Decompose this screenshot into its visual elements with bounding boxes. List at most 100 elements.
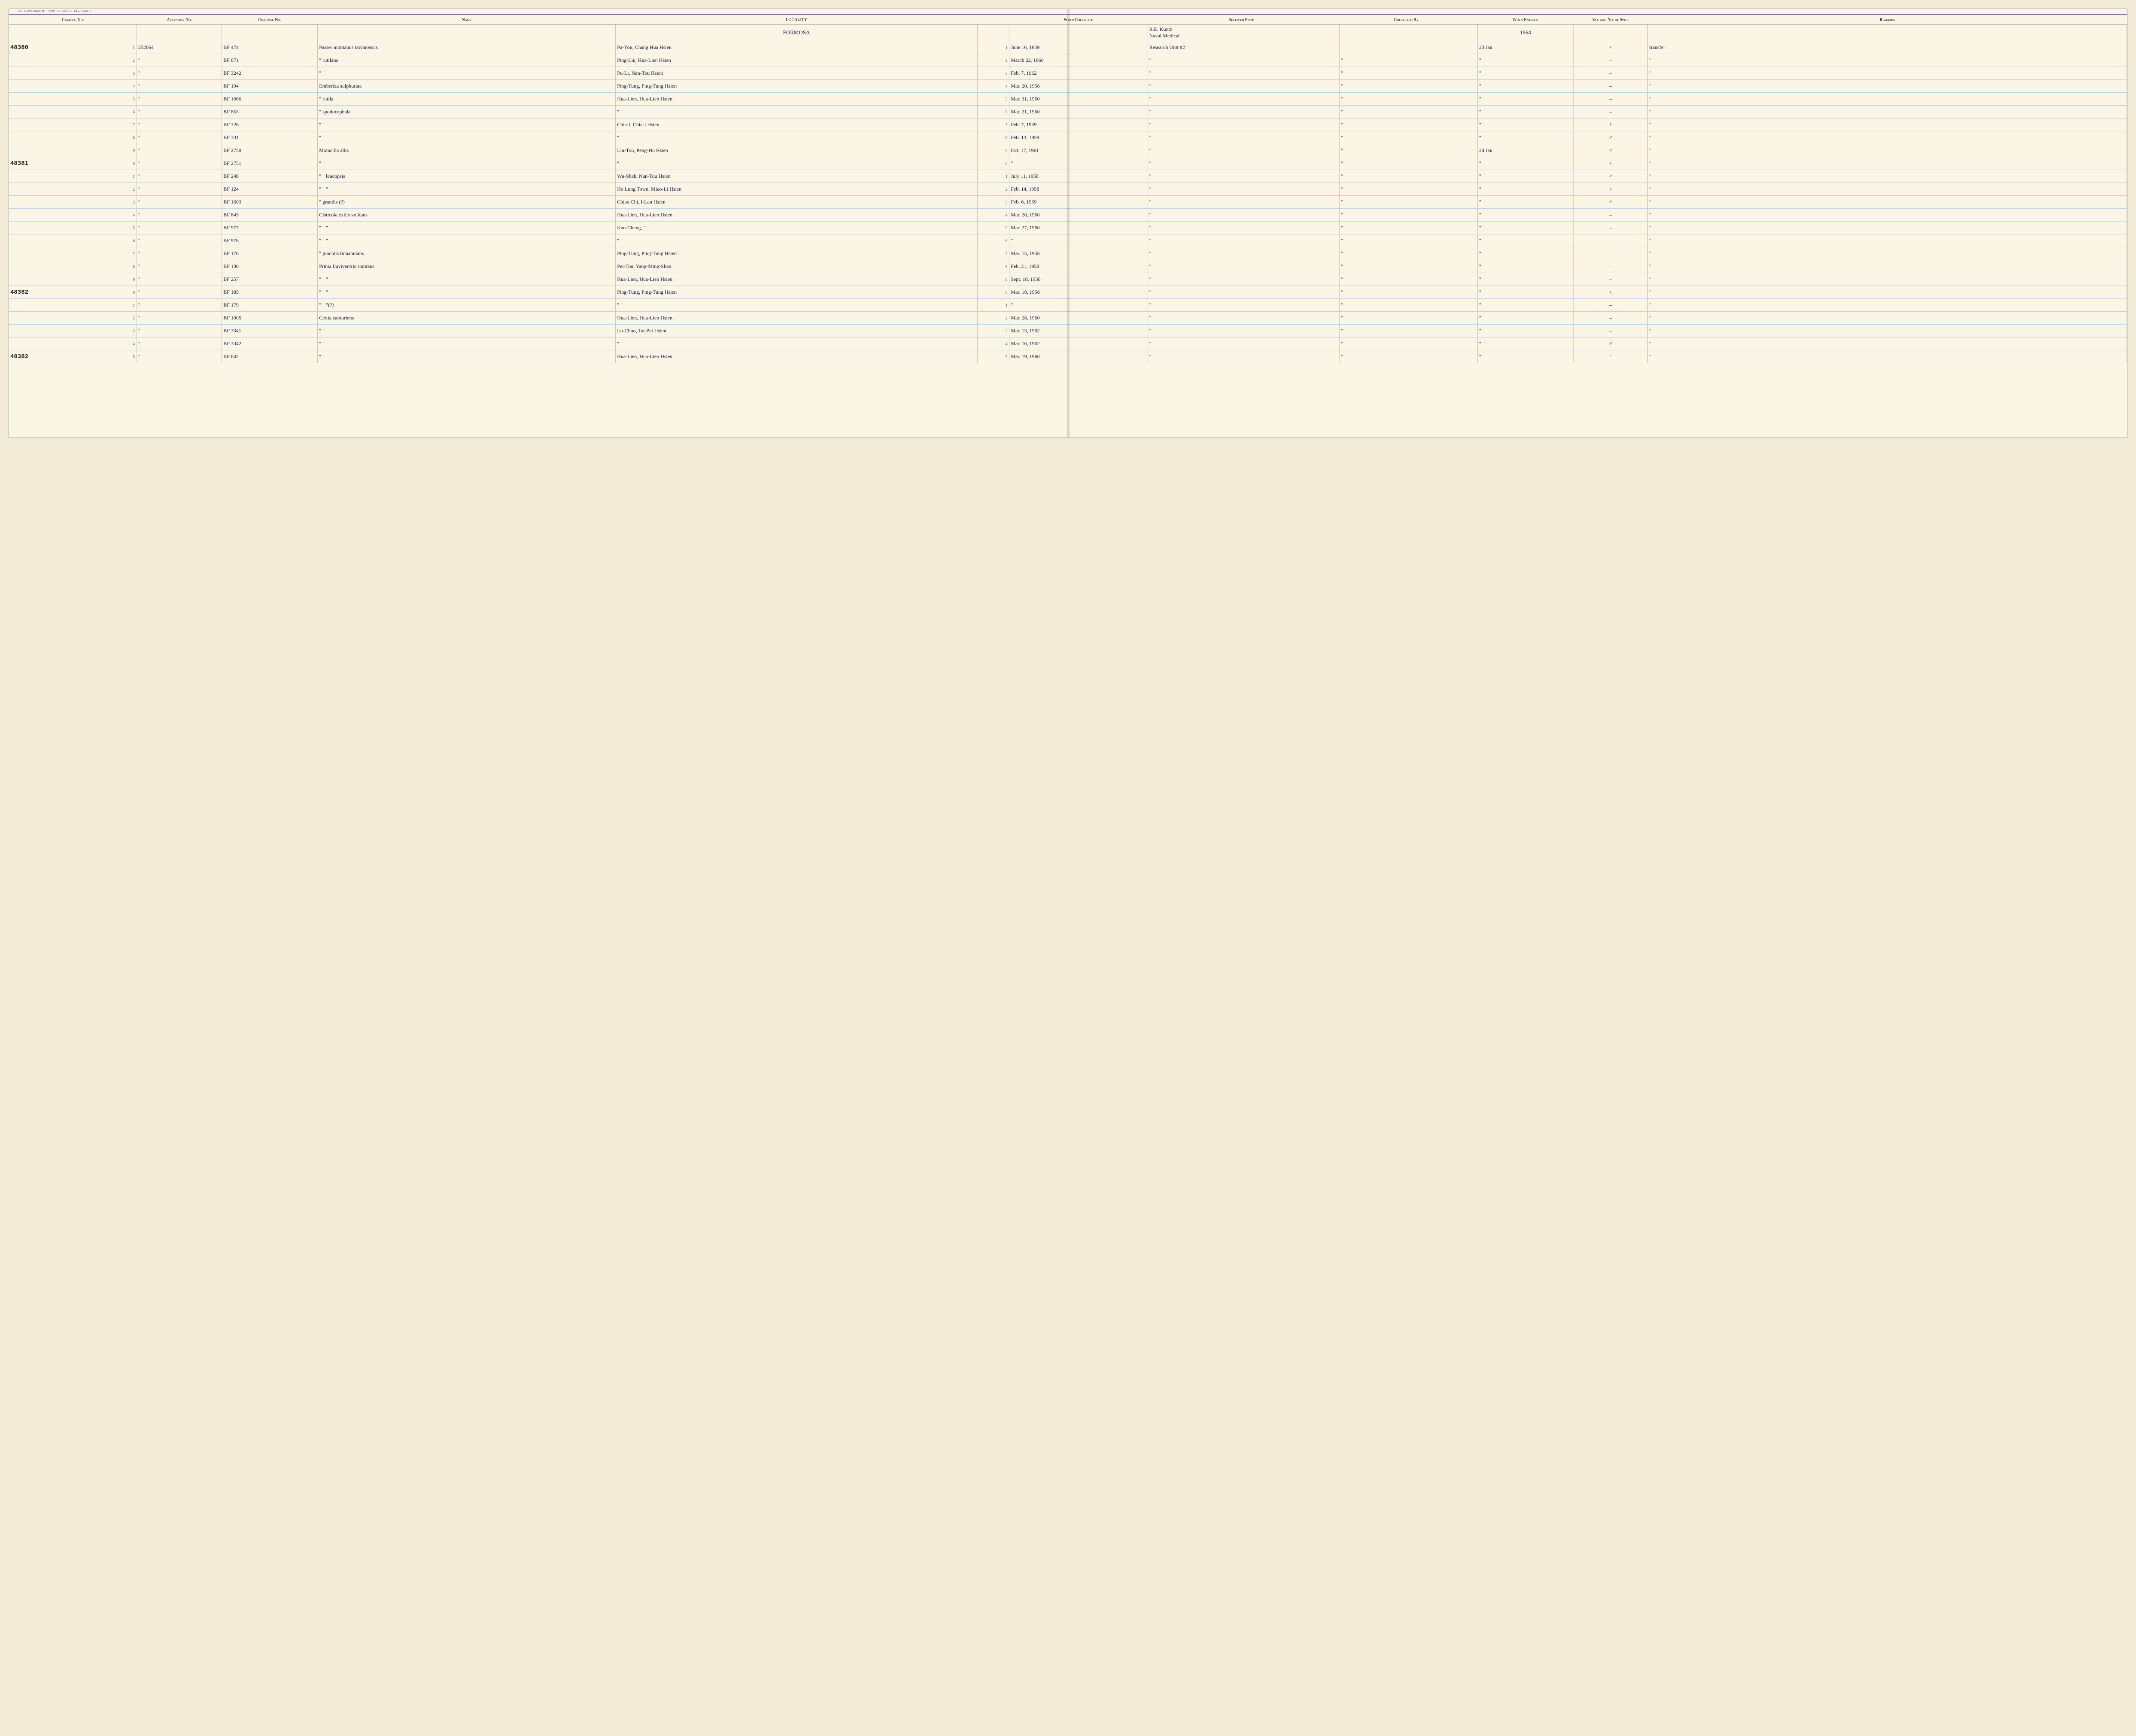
original-no-cell: BF 194 [222, 80, 318, 93]
table-row: 9"BF 2750Motacilla albaLin-Tou, Peng-Hu … [9, 144, 2127, 157]
table-row: 1"BF 248" " leucopsisWu-Sheh, Nan-Tou Hs… [9, 170, 2127, 183]
when-collected-cell: Mar. 13, 1962 [1009, 325, 1148, 337]
sex-spec-cell: – [1574, 54, 1648, 67]
original-no-cell: BF 130 [222, 260, 318, 273]
received-from-cell: " [1148, 350, 1339, 363]
row-number-left: 1 [105, 41, 137, 54]
remarks-cell: " [1648, 170, 2127, 183]
sex-spec-cell: – [1574, 325, 1648, 337]
original-no-cell: BF 124 [222, 183, 318, 196]
sex-spec-cell: – [1574, 80, 1648, 93]
name-cell: " " [318, 350, 616, 363]
remarks-cell: " [1648, 144, 2127, 157]
accession-cell: " [137, 350, 222, 363]
remarks-cell: " [1648, 350, 2127, 363]
table-row: 6"BF 976" " "" "6""""–" [9, 234, 2127, 247]
catalog-cell [9, 196, 105, 209]
hdr-collected-by: Collected By— [1339, 16, 1477, 24]
accession-cell: " [137, 93, 222, 106]
received-line2: Naval Medical [1149, 33, 1338, 39]
when-entered-cell: " [1477, 312, 1573, 325]
original-no-cell: BF 179 [222, 299, 318, 312]
row-number-left: 0 [105, 286, 137, 299]
collected-by-cell: " [1339, 93, 1477, 106]
name-cell: Passer montanus taivanensis [318, 41, 616, 54]
when-collected-cell: " [1009, 157, 1148, 170]
remarks-cell: " [1648, 312, 2127, 325]
hdr-remarks: Remarks [1648, 16, 2127, 24]
remarks-cell: " [1648, 337, 2127, 350]
when-collected-cell: Mar. 16, 1962 [1009, 337, 1148, 350]
original-no-cell: BF 871 [222, 54, 318, 67]
catalog-marker: 48380 [10, 44, 28, 51]
when-entered-cell: " [1477, 260, 1573, 273]
table-row: 3"BF 1603" grandis (?)Chiao Chi, I-Lan H… [9, 196, 2127, 209]
locality-cell: Lu-Chuo, Tai-Pei Hsien [616, 325, 978, 337]
name-cell: " " " [318, 183, 616, 196]
when-collected-cell: Mar. 15, 1958 [1009, 247, 1148, 260]
row-number-left: 1 [105, 170, 137, 183]
hdr-accession: Accession No. [137, 16, 222, 24]
accession-cell: 252864 [137, 41, 222, 54]
original-no-cell: BF 331 [222, 131, 318, 144]
row-number-right: 5 [978, 93, 1009, 106]
hdr-catalog: Catalog No. [9, 16, 137, 24]
catalog-cell [9, 234, 105, 247]
gov-print-office-line: U.S. GOVERNMENT PRINTING OFFICE 14—73481… [9, 9, 2127, 14]
when-entered-cell: " [1477, 93, 1573, 106]
accession-cell: " [137, 106, 222, 119]
table-row: 5"BF 1066" rutilaHua-Lien, Hua-Lien Hsie… [9, 93, 2127, 106]
collected-by-cell: " [1339, 273, 1477, 286]
collected-by-cell: " [1339, 144, 1477, 157]
remarks-cell: " [1648, 67, 2127, 80]
collected-by-cell: " [1339, 131, 1477, 144]
locality-cell: Wu-Sheh, Nan-Tou Hsien [616, 170, 978, 183]
row-number-right: 6 [978, 234, 1009, 247]
accession-cell: " [137, 222, 222, 234]
heading-row: FORMOSA R.E. Kuntz Naval Medical 1964 [9, 24, 2127, 41]
name-cell: Motacilla alba [318, 144, 616, 157]
remarks-cell: " [1648, 247, 2127, 260]
original-no-cell: BF 2750 [222, 144, 318, 157]
catalog-cell [9, 299, 105, 312]
original-no-cell: BF 842 [222, 350, 318, 363]
when-collected-cell: Mar. 20, 1960 [1009, 209, 1148, 222]
when-entered-cell: " [1477, 131, 1573, 144]
row-number-left: 4 [105, 209, 137, 222]
remarks-cell: " [1648, 80, 2127, 93]
when-entered-cell: " [1477, 119, 1573, 131]
received-from-cell: " [1148, 222, 1339, 234]
collected-by-cell: " [1339, 157, 1477, 170]
sex-spec-cell: – [1574, 106, 1648, 119]
row-number-left: 9 [105, 273, 137, 286]
locality-cell: Hua-Lien, Hua-Lien Hsien [616, 273, 978, 286]
name-cell: Emberiza sulphurata [318, 80, 616, 93]
name-cell: " " [318, 325, 616, 337]
when-entered-cell: " [1477, 106, 1573, 119]
remarks-cell: " [1648, 273, 2127, 286]
catalog-cell: 48382 [9, 286, 105, 299]
when-collected-cell: Feb. 21, 1958 [1009, 260, 1148, 273]
original-no-cell: BF 853 [222, 106, 318, 119]
row-number-right: 4 [978, 337, 1009, 350]
locality-cell: " " [616, 106, 978, 119]
collected-by-cell: " [1339, 299, 1477, 312]
locality-cell: " " [616, 157, 978, 170]
row-number-right: 0 [978, 157, 1009, 170]
table-row: 2"BF 124" " "Ho Lung Town, Miao-Li Hsien… [9, 183, 2127, 196]
when-entered-cell: " [1477, 350, 1573, 363]
table-row: 5"BF 977" " "Kan-Cheng, "5Mar. 27, 1960"… [9, 222, 2127, 234]
remarks-cell: " [1648, 286, 2127, 299]
accession-cell: " [137, 183, 222, 196]
accession-cell: " [137, 80, 222, 93]
year-heading: 1964 [1520, 29, 1531, 36]
row-number-right: 9 [978, 144, 1009, 157]
received-from-cell: " [1148, 286, 1339, 299]
row-number-right: 8 [978, 260, 1009, 273]
when-collected-cell: Mar. 18, 1958 [1009, 286, 1148, 299]
row-number-left: 4 [105, 80, 137, 93]
catalog-cell: 48382 [9, 350, 105, 363]
row-number-right: 8 [978, 131, 1009, 144]
hdr-spacer [978, 16, 1009, 24]
catalog-cell [9, 131, 105, 144]
